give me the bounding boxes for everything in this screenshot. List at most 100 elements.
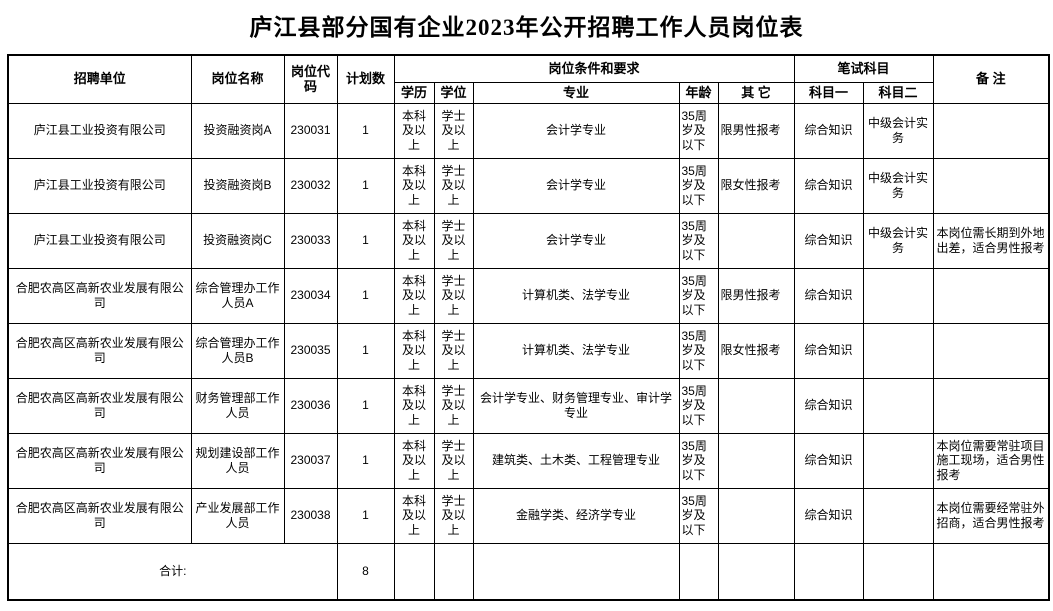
cell-unit: 庐江县工业投资有限公司 (7, 212, 192, 269)
cell-remark: 本岗位需长期到外地出差，适合男性报考 (932, 212, 1050, 269)
page-title: 庐江县部分国有企业2023年公开招聘工作人员岗位表 (249, 15, 804, 40)
cell-count: 1 (336, 432, 395, 489)
cell-position: 规划建设部工作人员 (190, 432, 285, 489)
cell-position: 财务管理部工作人员 (190, 377, 285, 434)
table-footer: 合计: 8 (7, 542, 1050, 601)
cell-education: 本科及以上 (393, 157, 435, 214)
col-header-age: 年龄 (678, 81, 719, 104)
cell-education: 本科及以上 (393, 487, 435, 544)
cell-major: 会计学专业 (472, 102, 680, 159)
col-header-recruit-unit: 招聘单位 (7, 54, 192, 104)
cell-subject2 (862, 322, 934, 379)
cell-count: 1 (336, 377, 395, 434)
cell-unit: 庐江县工业投资有限公司 (7, 102, 192, 159)
cell-remark (932, 322, 1050, 379)
cell-unit: 合肥农高区高新农业发展有限公司 (7, 432, 192, 489)
cell-education: 本科及以上 (393, 377, 435, 434)
cell-remark (932, 267, 1050, 324)
cell-code: 230032 (283, 157, 338, 214)
cell-age: 35周岁及以下 (678, 267, 719, 324)
cell-degree: 学士及以上 (433, 212, 474, 269)
empty-cell (472, 542, 680, 601)
cell-position: 综合管理办工作人员A (190, 267, 285, 324)
cell-subject1: 综合知识 (793, 212, 864, 269)
cell-position: 投资融资岗A (190, 102, 285, 159)
cell-subject1: 综合知识 (793, 377, 864, 434)
cell-remark (932, 377, 1050, 434)
cell-unit: 庐江县工业投资有限公司 (7, 157, 192, 214)
cell-other: 限女性报考 (717, 157, 795, 214)
cell-position: 产业发展部工作人员 (190, 487, 285, 544)
cell-age: 35周岁及以下 (678, 432, 719, 489)
cell-code: 230033 (283, 212, 338, 269)
cell-major: 建筑类、土木类、工程管理专业 (472, 432, 680, 489)
cell-degree: 学士及以上 (433, 322, 474, 379)
cell-degree: 学士及以上 (433, 432, 474, 489)
cell-unit: 合肥农高区高新农业发展有限公司 (7, 377, 192, 434)
col-header-exam-group: 笔试科目 (793, 54, 934, 83)
cell-degree: 学士及以上 (433, 377, 474, 434)
cell-major: 金融学类、经济学专业 (472, 487, 680, 544)
table-row: 合肥农高区高新农业发展有限公司 综合管理办工作人员A 230034 1 本科及以… (7, 267, 1050, 324)
total-row: 合计: 8 (7, 542, 1050, 601)
col-header-education: 学历 (393, 81, 435, 104)
table-row: 庐江县工业投资有限公司 投资融资岗A 230031 1 本科及以上 学士及以上 … (7, 102, 1050, 159)
cell-other: 限女性报考 (717, 322, 795, 379)
cell-subject2 (862, 377, 934, 434)
empty-cell (393, 542, 435, 601)
cell-position: 综合管理办工作人员B (190, 322, 285, 379)
total-label: 合计: (7, 542, 338, 601)
cell-count: 1 (336, 487, 395, 544)
cell-subject1: 综合知识 (793, 157, 864, 214)
cell-degree: 学士及以上 (433, 267, 474, 324)
empty-cell (717, 542, 795, 601)
table-row: 合肥农高区高新农业发展有限公司 产业发展部工作人员 230038 1 本科及以上… (7, 487, 1050, 544)
cell-major: 会计学专业 (472, 157, 680, 214)
cell-major: 会计学专业 (472, 212, 680, 269)
col-header-position-code: 岗位代码 (283, 54, 338, 104)
cell-count: 1 (336, 102, 395, 159)
cell-education: 本科及以上 (393, 432, 435, 489)
cell-code: 230037 (283, 432, 338, 489)
cell-education: 本科及以上 (393, 102, 435, 159)
cell-major: 计算机类、法学专业 (472, 322, 680, 379)
cell-subject2: 中级会计实务 (862, 212, 934, 269)
cell-other (717, 212, 795, 269)
col-header-remarks: 备 注 (932, 54, 1050, 104)
cell-education: 本科及以上 (393, 267, 435, 324)
table-row: 合肥农高区高新农业发展有限公司 财务管理部工作人员 230036 1 本科及以上… (7, 377, 1050, 434)
table-row: 合肥农高区高新农业发展有限公司 综合管理办工作人员B 230035 1 本科及以… (7, 322, 1050, 379)
table-header: 招聘单位 岗位名称 岗位代码 计划数 岗位条件和要求 笔试科目 备 注 学历 学… (7, 54, 1050, 104)
cell-code: 230038 (283, 487, 338, 544)
cell-remark: 本岗位需要常驻项目施工现场，适合男性报考 (932, 432, 1050, 489)
cell-subject2 (862, 432, 934, 489)
total-count: 8 (336, 542, 395, 601)
cell-age: 35周岁及以下 (678, 322, 719, 379)
cell-subject2 (862, 267, 934, 324)
cell-subject2: 中级会计实务 (862, 157, 934, 214)
cell-education: 本科及以上 (393, 322, 435, 379)
cell-code: 230031 (283, 102, 338, 159)
cell-subject1: 综合知识 (793, 322, 864, 379)
cell-other (717, 377, 795, 434)
cell-code: 230036 (283, 377, 338, 434)
cell-code: 230034 (283, 267, 338, 324)
cell-position: 投资融资岗C (190, 212, 285, 269)
table-row: 庐江县工业投资有限公司 投资融资岗B 230032 1 本科及以上 学士及以上 … (7, 157, 1050, 214)
cell-unit: 合肥农高区高新农业发展有限公司 (7, 267, 192, 324)
cell-subject2 (862, 487, 934, 544)
col-header-other: 其 它 (717, 81, 795, 104)
cell-other (717, 487, 795, 544)
cell-age: 35周岁及以下 (678, 102, 719, 159)
col-header-position-name: 岗位名称 (190, 54, 285, 104)
cell-subject1: 综合知识 (793, 432, 864, 489)
col-header-subject1: 科目一 (793, 81, 864, 104)
cell-count: 1 (336, 267, 395, 324)
cell-unit: 合肥农高区高新农业发展有限公司 (7, 487, 192, 544)
cell-count: 1 (336, 212, 395, 269)
table-row: 庐江县工业投资有限公司 投资融资岗C 230033 1 本科及以上 学士及以上 … (7, 212, 1050, 269)
cell-age: 35周岁及以下 (678, 487, 719, 544)
cell-education: 本科及以上 (393, 212, 435, 269)
cell-age: 35周岁及以下 (678, 157, 719, 214)
